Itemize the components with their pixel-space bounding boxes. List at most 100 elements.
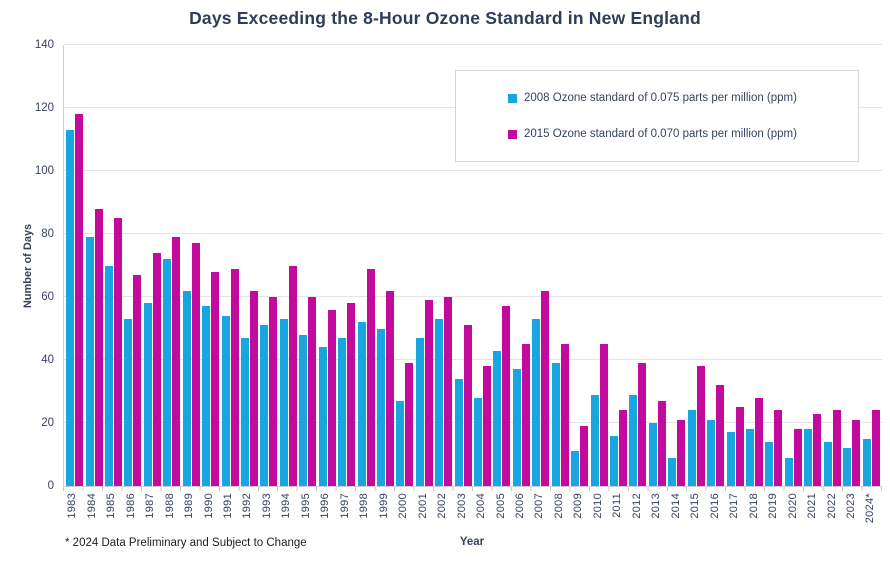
bar-2008std-2022 <box>823 441 832 486</box>
x-axis-label: 1996 <box>319 493 332 519</box>
x-label-cell: 2009 <box>569 493 588 523</box>
x-axis-label: 2019 <box>767 493 780 519</box>
x-axis-labels: 1983 1984 1985 1986 1987 1988 1989 1990 1991 1992… <box>63 493 881 523</box>
bar-group-2007 <box>531 290 550 486</box>
bar-group-1986 <box>123 274 142 486</box>
bar-2015std-1995 <box>308 297 317 486</box>
x-label-cell: 2019 <box>764 493 783 523</box>
y-tick-label: 20 <box>41 417 54 429</box>
bar-group-1990 <box>201 271 220 486</box>
x-label-cell: 2012 <box>628 493 647 523</box>
bar-2015std-2021 <box>813 413 822 486</box>
bar-2008std-2005 <box>493 350 502 486</box>
bar-2015std-2018 <box>754 397 763 486</box>
bar-2015std-2000 <box>405 363 414 486</box>
bar-2008std-1985 <box>105 265 114 486</box>
bar-group-1993 <box>259 297 278 486</box>
gridline <box>64 422 882 423</box>
bar-group-2013 <box>648 400 667 486</box>
bar-group-2001 <box>415 300 434 486</box>
x-label-cell: 1997 <box>336 493 355 523</box>
bar-2008std-2009 <box>571 451 580 486</box>
y-tick-label: 0 <box>47 480 54 492</box>
bar-2008std-2002 <box>435 319 444 486</box>
bar-group-2019 <box>764 410 783 486</box>
bar-2015std-2024 <box>871 410 880 486</box>
x-axis-label: 2023 <box>844 493 857 519</box>
bar-2015std-2019 <box>774 410 783 486</box>
x-label-cell: 2004 <box>472 493 491 523</box>
bar-group-1985 <box>104 218 123 486</box>
x-label-cell: 2001 <box>413 493 432 523</box>
bar-2008std-2014 <box>668 457 677 486</box>
bar-2008std-1987 <box>143 303 152 486</box>
gridline <box>64 44 882 45</box>
x-label-cell: 2015 <box>686 493 705 523</box>
x-label-cell: 2017 <box>725 493 744 523</box>
bar-group-2016 <box>706 385 725 486</box>
x-label-cell: 1993 <box>258 493 277 523</box>
x-axis-label: 2022 <box>825 493 838 519</box>
x-label-cell: 1986 <box>121 493 140 523</box>
bar-2015std-1986 <box>133 274 142 486</box>
bar-2015std-1987 <box>152 252 161 486</box>
x-axis-label: 2018 <box>747 493 760 519</box>
bar-2015std-2010 <box>599 344 608 486</box>
legend-label-2008: 2008 Ozone standard of 0.075 parts per m… <box>524 92 797 104</box>
y-tick-label: 100 <box>34 165 54 177</box>
bar-2015std-2011 <box>619 410 628 486</box>
bar-2008std-2019 <box>765 441 774 486</box>
y-tick-label: 140 <box>34 39 54 51</box>
bar-group-1998 <box>356 268 375 486</box>
bar-2015std-2003 <box>463 325 472 486</box>
bar-group-2006 <box>512 344 531 486</box>
legend-marker-2008-icon <box>508 93 517 103</box>
x-axis-label: 1992 <box>241 493 254 519</box>
x-axis-label: 2003 <box>455 493 468 519</box>
x-axis-label: 2004 <box>475 493 488 519</box>
bar-2008std-2001 <box>415 337 424 486</box>
x-label-cell: 1999 <box>375 493 394 523</box>
x-axis-label: 1990 <box>202 493 215 519</box>
bar-2008std-1984 <box>85 237 94 486</box>
bar-group-1987 <box>143 252 162 486</box>
legend: 2008 Ozone standard of 0.075 parts per m… <box>455 70 859 162</box>
bar-2015std-1988 <box>172 237 181 486</box>
bar-2015std-1993 <box>269 297 278 486</box>
x-label-cell: 2024* <box>861 493 880 523</box>
x-label-cell: 2006 <box>511 493 530 523</box>
x-axis-label: 1983 <box>66 493 79 519</box>
bar-2015std-1991 <box>230 268 239 486</box>
legend-marker-2015-icon <box>508 129 517 139</box>
x-label-cell: 1992 <box>238 493 257 523</box>
x-label-cell: 2021 <box>803 493 822 523</box>
bar-group-2011 <box>609 410 628 486</box>
legend-item-2008-standard: 2008 Ozone standard of 0.075 parts per m… <box>508 92 858 104</box>
bar-group-1999 <box>376 290 395 486</box>
x-label-cell: 2000 <box>394 493 413 523</box>
bar-2015std-1996 <box>327 309 336 486</box>
bar-2008std-1991 <box>221 315 230 486</box>
bar-group-1984 <box>84 208 103 486</box>
bar-group-2024 <box>861 410 880 486</box>
chart-title: Days Exceeding the 8-Hour Ozone Standard… <box>189 8 701 28</box>
bar-2008std-1994 <box>279 319 288 486</box>
x-axis-label: 2016 <box>708 493 721 519</box>
x-label-cell: 2022 <box>822 493 841 523</box>
bar-2008std-2013 <box>648 423 657 486</box>
bar-2008std-2006 <box>512 369 521 486</box>
x-label-cell: 2014 <box>667 493 686 523</box>
bar-group-2009 <box>570 426 589 486</box>
bar-2015std-2012 <box>638 363 647 486</box>
x-axis-label: 1984 <box>85 493 98 519</box>
x-axis-label: 2024* <box>864 493 877 524</box>
x-label-cell: 2016 <box>705 493 724 523</box>
bar-group-2010 <box>589 344 608 486</box>
bar-group-1988 <box>162 237 181 486</box>
bar-group-1992 <box>240 290 259 486</box>
bar-2015std-2016 <box>716 385 725 486</box>
bar-2008std-2010 <box>590 394 599 486</box>
bar-2008std-1995 <box>299 334 308 486</box>
x-axis-label: 2012 <box>630 493 643 519</box>
